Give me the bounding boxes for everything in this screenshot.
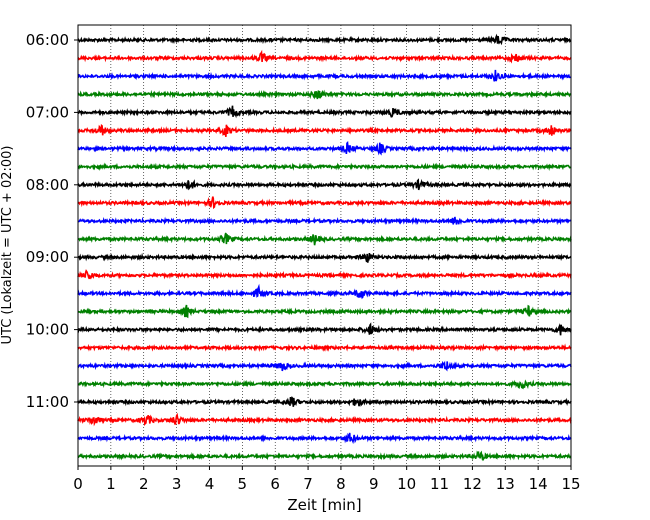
x-axis-label: Zeit [min] <box>287 496 361 514</box>
x-tick-label: 5 <box>238 475 248 493</box>
trace-group <box>77 33 572 462</box>
x-tick-label: 3 <box>172 475 182 493</box>
trace-0845 <box>77 232 572 246</box>
y-tick-label: 08:00 <box>26 176 69 194</box>
x-tick-label: 15 <box>561 475 580 493</box>
x-tick-label: 10 <box>397 475 416 493</box>
trace-0815 <box>77 196 572 210</box>
x-tick-label: 7 <box>303 475 313 493</box>
trace-1045 <box>77 379 572 390</box>
trace-0730 <box>77 140 572 156</box>
trace-1115 <box>77 412 572 427</box>
trace-0830 <box>77 216 572 226</box>
trace-0915 <box>77 269 572 280</box>
trace-0900 <box>77 252 572 263</box>
trace-0600 <box>77 33 572 46</box>
trace-1145 <box>77 450 572 462</box>
y-tick-label: 11:00 <box>26 393 69 411</box>
x-tick-label: 14 <box>529 475 548 493</box>
trace-0930 <box>77 283 572 300</box>
x-tick-label: 9 <box>369 475 379 493</box>
trace-0715 <box>77 123 572 137</box>
y-axis-label: UTC (Lokalzeit = UTC + 02:00) <box>0 146 15 345</box>
x-axis: 0 1 2 3 4 5 6 7 8 9 10 11 12 13 14 15 <box>73 466 581 493</box>
x-tick-label: 2 <box>139 475 149 493</box>
trace-0745 <box>77 162 572 171</box>
trace-1130 <box>77 432 572 445</box>
trace-0945 <box>77 304 572 319</box>
x-tick-label: 4 <box>205 475 215 493</box>
y-tick-label: 07:00 <box>26 103 69 121</box>
trace-1030 <box>77 360 572 372</box>
x-tick-label: 8 <box>336 475 346 493</box>
y-tick-label: 09:00 <box>26 248 69 266</box>
x-tick-label: 6 <box>270 475 280 493</box>
trace-0615 <box>77 49 572 64</box>
x-tick-label: 1 <box>106 475 116 493</box>
x-tick-label: 0 <box>73 475 83 493</box>
y-tick-label: 10:00 <box>26 321 69 339</box>
x-tick-label: 13 <box>496 475 515 493</box>
trace-1000 <box>77 322 572 336</box>
trace-0800 <box>77 178 572 191</box>
x-tick-label: 11 <box>430 475 449 493</box>
trace-1015 <box>77 343 572 353</box>
y-axis: 06:00 07:00 08:00 09:00 10:00 11:00 <box>26 31 78 411</box>
trace-0645 <box>77 89 572 100</box>
trace-0700 <box>77 105 572 119</box>
trace-0630 <box>77 69 572 82</box>
plot-frame <box>77 24 572 467</box>
trace-1100 <box>77 395 572 407</box>
y-tick-label: 06:00 <box>26 31 69 49</box>
x-tick-label: 12 <box>463 475 482 493</box>
